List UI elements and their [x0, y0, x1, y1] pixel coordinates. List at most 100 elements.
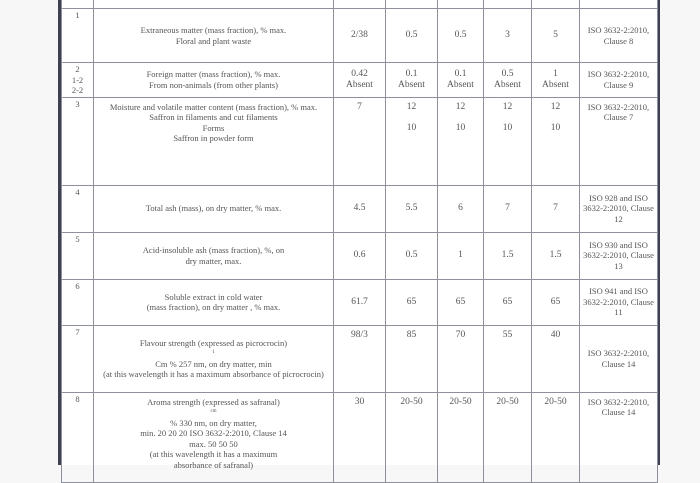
grade-value-cell: 7 — [333, 96, 386, 186]
grade-value-cell: 0.6 — [333, 231, 386, 280]
grade-value: 7 — [553, 203, 558, 214]
grade-value-cell: 65 — [437, 278, 484, 326]
grade-value: 1.5 — [501, 250, 514, 261]
test-method-cell: ISO 3632-2:2010, Clause 14 — [579, 324, 658, 393]
grade-value-cell: 1.5 — [483, 231, 532, 280]
grade-value-cell: 61.7 — [333, 278, 386, 326]
grade-value-cell: 1 — [437, 231, 484, 280]
characteristic-cell: Aroma strength (expressed as safranal) cm… — [93, 391, 334, 483]
grade-value-cell: 20-50 — [483, 391, 532, 483]
row-number: 2 1-2 2-2 — [71, 64, 84, 95]
grade-value-cell: 0.1 Absent — [437, 62, 484, 98]
table-row: 8 Aroma strength (expressed as safranal) c… — [61, 391, 658, 483]
row-number-cell: 1 — [61, 8, 94, 63]
characteristic-text: min. 20 20 20 ISO 3632-2:2010, Clause 14 — [140, 428, 287, 438]
grade-value: 65 — [455, 296, 466, 307]
grade-value: 20-50 — [400, 396, 423, 407]
characteristic-text: Moisture and volatile matter content (ma… — [109, 101, 318, 112]
row-number-cell: 3 — [61, 96, 94, 186]
characteristic-text: (at this wavelength it has a maximum abs… — [103, 369, 324, 379]
characteristic-text: Extraneous matter (mass fraction), % max… — [140, 25, 287, 35]
characteristic-cell: Moisture and volatile matter content (ma… — [93, 96, 334, 186]
grade-value: 1 — [458, 250, 463, 261]
characteristic-text: Cm % 257 nm, on dry matter, min — [155, 358, 272, 369]
grade-value: 0.5 Absent — [494, 69, 521, 90]
grade-value-cell: 1 Absent — [531, 62, 580, 98]
grade-value: 98/3 — [351, 329, 368, 340]
header-row-partial — [61, 0, 658, 9]
grade-value: 85 — [406, 329, 417, 340]
grade-value: 4.5 — [353, 203, 366, 214]
characteristic-cell: Flavour strength (expressed as picrocroc… — [93, 324, 334, 393]
characteristic-text: (at this wavelength it has a maximum — [149, 449, 278, 459]
test-method-cell: ISO 941 and ISO 3632-2:2010, Clause 11 — [579, 278, 658, 326]
document-page: 1 Extraneous matter (mass fraction), % ma… — [58, 0, 660, 483]
row-number-cell: 2 1-2 2-2 — [61, 62, 94, 98]
grade-value: 0.5 — [405, 250, 418, 261]
row-number-cell: 8 — [61, 391, 94, 483]
row-number-cell: 4 — [61, 184, 94, 233]
table-row: 4 Total ash (mass), on dry matter, % max.… — [61, 184, 658, 233]
grade-value: 40 — [550, 329, 561, 340]
grade-value: 20-50 — [496, 396, 519, 407]
table-row: 5 Acid-insoluble ash (mass fraction), %, … — [61, 231, 658, 280]
grade-value-cell: 3 — [483, 8, 532, 63]
characteristic-text: Acid-insoluble ash (mass fraction), %, o… — [142, 245, 285, 255]
grade-value: 0.5 — [454, 30, 467, 41]
characteristic-text: Soluble extract in cold water — [164, 291, 263, 302]
grade-value: 55 — [502, 329, 513, 340]
grade-value-cell: 70 — [437, 324, 484, 393]
grade-value: 1 Absent — [542, 69, 569, 90]
grade-value-cell: 65 — [385, 278, 438, 326]
grade-value-cell: 65 — [483, 278, 532, 326]
row-number: 4 — [75, 186, 80, 197]
table-row: 2 1-2 2-2 Foreign matter (mass fraction),… — [61, 62, 658, 98]
test-method-cell: ISO 3632-2:2010, Clause 9 — [579, 62, 658, 98]
characteristic-text: Forms — [202, 122, 225, 133]
grade-value: 30 — [354, 396, 365, 407]
characteristic-text: Total ash (mass), on dry matter, % max. — [145, 203, 282, 214]
grade-value-cell: 20-50 — [437, 391, 484, 483]
test-method-cell: ISO 3632-2:2010, Clause 8 — [579, 8, 658, 63]
row-number-cell: 5 — [61, 231, 94, 280]
characteristic-text: dry matter, max. — [185, 255, 242, 266]
test-method-cell: ISO 928 and ISO 3632-2:2010, Clause 12 — [579, 184, 658, 233]
grade-value-cell: 20-50 — [385, 391, 438, 483]
grade-value: 0.1 Absent — [447, 69, 474, 90]
row-number: 8 — [75, 393, 80, 404]
grade-value-cell: 20-50 — [531, 391, 580, 483]
grade-value: 12 10 — [406, 101, 417, 133]
row-number: 3 — [75, 98, 80, 109]
characteristic-text: Aroma strength (expressed as safranal) — [147, 396, 280, 407]
grade-value-cell: 6 — [437, 184, 484, 233]
test-method: ISO 3632-2:2010, Clause 8 — [587, 25, 650, 46]
row-number: 7 — [75, 326, 80, 337]
grade-value: 20-50 — [449, 396, 472, 407]
grade-value: 3 — [505, 30, 510, 41]
grade-value: 5.5 — [405, 203, 418, 214]
grade-value: 70 — [455, 329, 466, 340]
grade-value-cell: 85 — [385, 324, 438, 393]
characteristic-cell: Acid-insoluble ash (mass fraction), %, o… — [93, 231, 334, 280]
grade-value-cell: 0.5 Absent — [483, 62, 532, 98]
grade-value: 61.7 — [351, 296, 368, 307]
grade-value-cell: 98/3 — [333, 324, 386, 393]
row-number-cell: 6 — [61, 278, 94, 326]
grade-value: 6 — [458, 203, 463, 214]
grade-value: 20-50 — [544, 396, 567, 407]
row-number: 6 — [75, 280, 80, 291]
grade-value-cell: 1.5 — [531, 231, 580, 280]
grade-value-cell: 0.1 Absent — [385, 62, 438, 98]
grade-value-cell: 5 — [531, 8, 580, 63]
grade-value-cell: 55 — [483, 324, 532, 393]
grade-value: 65 — [406, 296, 417, 307]
grade-value-cell: 40 — [531, 324, 580, 393]
test-method: ISO 3632-2:2010, Clause 14 — [587, 348, 650, 369]
grade-value-cell: 2/38 — [333, 8, 386, 63]
row-number: 5 — [75, 233, 80, 244]
characteristic-cell: Extraneous matter (mass fraction), % max… — [93, 8, 334, 63]
test-method: ISO 3632-2:2010, Clause 14 — [587, 396, 650, 418]
test-method: ISO 930 and ISO 3632-2:2010, Clause 13 — [583, 239, 654, 271]
grade-value-cell: 12 10 — [437, 96, 484, 186]
test-method-cell: ISO 3632-2:2010, Clause 7 — [579, 96, 658, 186]
